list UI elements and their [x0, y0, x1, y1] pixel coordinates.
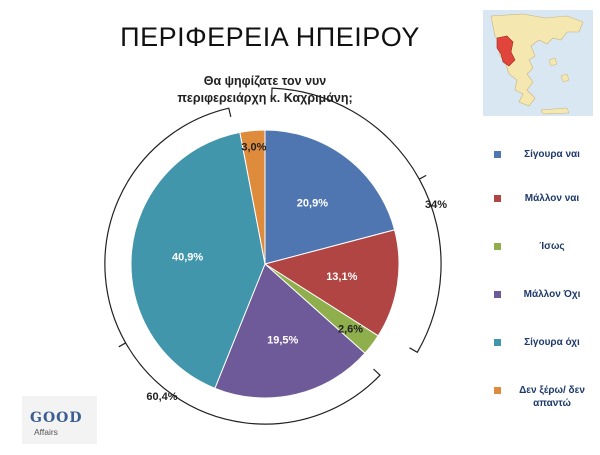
slice-value-label: 19,5% — [267, 335, 298, 347]
company-logo: GOOD Affairs — [22, 396, 97, 444]
pie-slice — [130, 131, 266, 389]
chart-subtitle: Θα ψηφίζατε τον νυν περιφερειάρχη κ. Καχ… — [130, 73, 400, 107]
slice-value-label: 40,9% — [172, 251, 203, 263]
subtitle-line-1: Θα ψηφίζατε τον νυν — [203, 74, 327, 88]
greece-map-image — [483, 10, 593, 116]
pie-slice — [264, 129, 396, 265]
slice-value-label: 3,0% — [241, 142, 266, 154]
group-bracket-tick — [418, 174, 427, 180]
pie-slice — [239, 129, 266, 265]
legend-label: Ίσως — [539, 241, 565, 252]
slice-value-label: 20,9% — [297, 197, 328, 209]
legend-label: Δεν ξέρω/ δεν απαντώ — [519, 385, 585, 409]
legend-swatch — [494, 387, 501, 394]
slice-value-label: 13,1% — [326, 271, 357, 283]
map-highlight-epirus — [496, 35, 516, 67]
region-map — [483, 10, 593, 116]
group-bracket-tick — [118, 342, 127, 348]
legend-label: Σίγουρα ναι — [524, 149, 580, 160]
legend-swatch — [494, 243, 501, 250]
group-total-label: 34% — [425, 199, 447, 211]
subtitle-line-2: περιφερειάρχη κ. Καχριμάνη; — [177, 91, 353, 105]
legend-swatch — [494, 291, 501, 298]
logo-name: GOOD — [30, 410, 83, 426]
logo-subtitle: Affairs — [34, 427, 58, 437]
group-total-label: 60,4% — [146, 391, 177, 403]
legend-swatch — [494, 339, 501, 346]
map-island — [540, 107, 570, 115]
map-island — [560, 73, 570, 83]
chart-title: ΠΕΡΙΦΕΡΕΙΑ ΗΠΕΙΡΟΥ — [120, 22, 420, 52]
pie-slice — [263, 229, 400, 337]
map-land — [490, 13, 584, 107]
slice-value-label: 2,6% — [338, 324, 363, 336]
legend-label: Μάλλον Όχι — [523, 289, 581, 300]
legend-label: Μάλλον ναι — [524, 193, 580, 204]
legend-label: Σίγουρα όχι — [524, 337, 580, 348]
legend-swatch — [494, 151, 501, 158]
pie-slice — [214, 263, 366, 399]
map-island — [548, 57, 558, 67]
legend-swatch — [494, 195, 501, 202]
